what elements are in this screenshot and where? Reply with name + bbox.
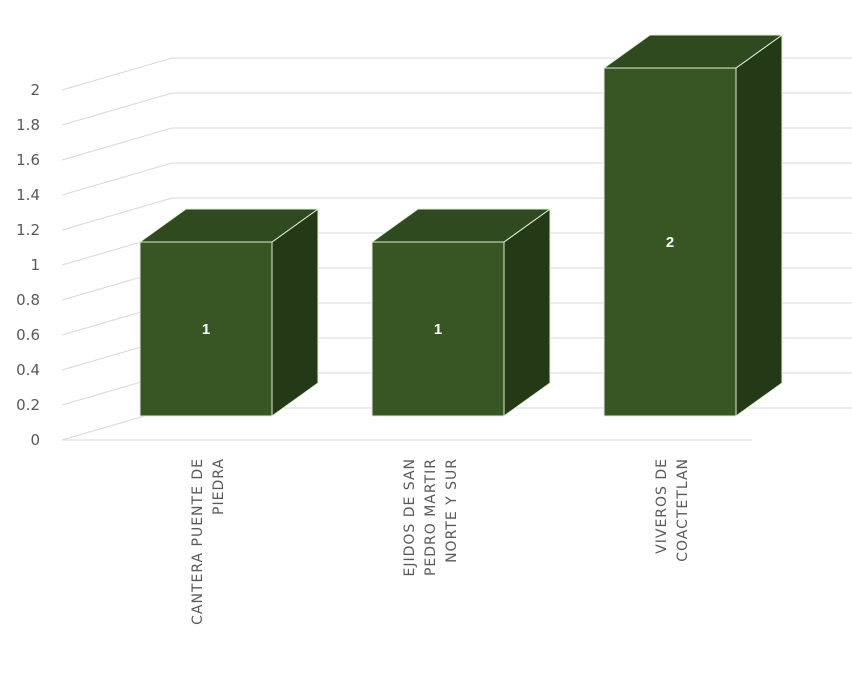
x-category-label-line: PIEDRA xyxy=(211,458,227,515)
x-category-label-line: EJIDOS DE SAN xyxy=(402,458,418,577)
bar-side-2 xyxy=(735,34,783,417)
floor-right-edge xyxy=(752,440,852,469)
y-tick-label: 1.4 xyxy=(16,186,40,204)
gridline-left-8 xyxy=(61,127,173,161)
x-category-label: CANTERA PUENTE DE PIEDRA xyxy=(190,458,227,625)
y-tick-label: 1.6 xyxy=(16,151,40,169)
bar-1[interactable] xyxy=(371,241,505,417)
bar-0[interactable] xyxy=(139,241,273,417)
y-tick-label: 0.2 xyxy=(16,396,40,414)
y-tick-label: 0.4 xyxy=(16,361,40,379)
x-category-label-line: VIVEROS DE xyxy=(654,458,670,554)
bar-side-1 xyxy=(503,208,551,417)
bar-2[interactable] xyxy=(603,67,737,417)
y-tick-label: 1.2 xyxy=(16,221,40,239)
gridline-left-9 xyxy=(61,92,173,126)
x-category-label-line: COACTETLAN xyxy=(675,458,691,562)
y-tick-label: 0.8 xyxy=(16,291,40,309)
data-label: 1 xyxy=(434,321,442,338)
data-label: 2 xyxy=(666,234,674,251)
y-tick-label: 0.6 xyxy=(16,326,40,344)
gridline-left-10 xyxy=(61,57,173,91)
x-category-label-line: PEDRO MARTIR xyxy=(423,458,439,576)
y-tick-label: 2 xyxy=(30,81,40,99)
bar-side-0 xyxy=(271,208,319,417)
gridline-left-6 xyxy=(61,197,173,231)
x-category-label: EJIDOS DE SAN PEDRO MARTIR NORTE Y SUR xyxy=(402,458,460,577)
y-tick-label: 1 xyxy=(30,256,40,274)
x-category-label-line: NORTE Y SUR xyxy=(444,458,460,563)
x-category-label-line: CANTERA PUENTE DE xyxy=(190,458,206,625)
y-tick-label: 1.8 xyxy=(16,116,40,134)
data-label: 1 xyxy=(202,321,210,338)
x-category-label: VIVEROS DE COACTETLAN xyxy=(654,458,691,562)
gridline-left-7 xyxy=(61,162,173,196)
y-tick-label: 0 xyxy=(30,431,40,449)
